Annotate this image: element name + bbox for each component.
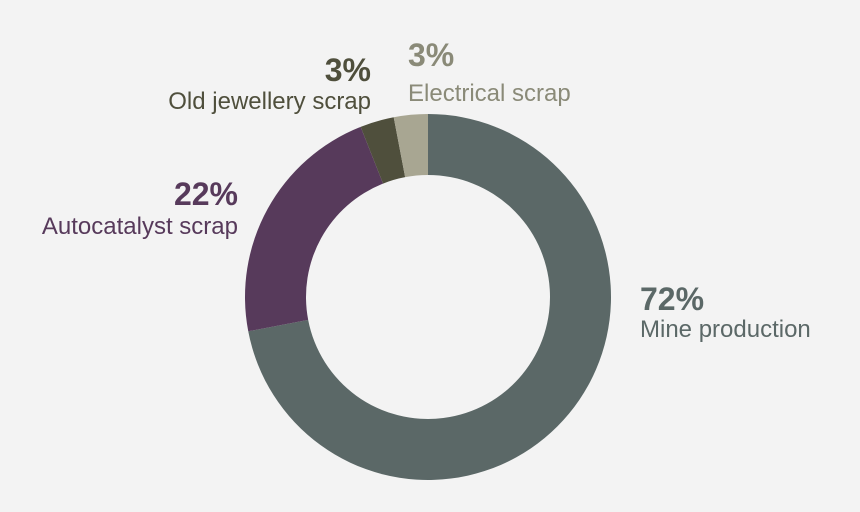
slice-label-mine-production: Mine production: [640, 316, 811, 343]
slice-electrical-scrap: [393, 114, 428, 178]
slice-percent-autocatalyst-scrap: 22%: [174, 176, 238, 212]
slice-label-electrical-scrap: Electrical scrap: [408, 80, 571, 107]
slice-old-jewellery-scrap: [360, 117, 406, 184]
slice-label-old-jewellery-scrap: Old jewellery scrap: [168, 88, 371, 115]
slice-percent-electrical-scrap: 3%: [408, 37, 454, 73]
slice-mine-production: [248, 114, 611, 481]
slice-percent-old-jewellery-scrap: 3%: [325, 52, 371, 88]
slice-percent-mine-production: 72%: [640, 281, 704, 317]
slice-autocatalyst-scrap: [244, 126, 384, 332]
slice-label-autocatalyst-scrap: Autocatalyst scrap: [42, 213, 238, 240]
donut-slices: [244, 114, 611, 481]
